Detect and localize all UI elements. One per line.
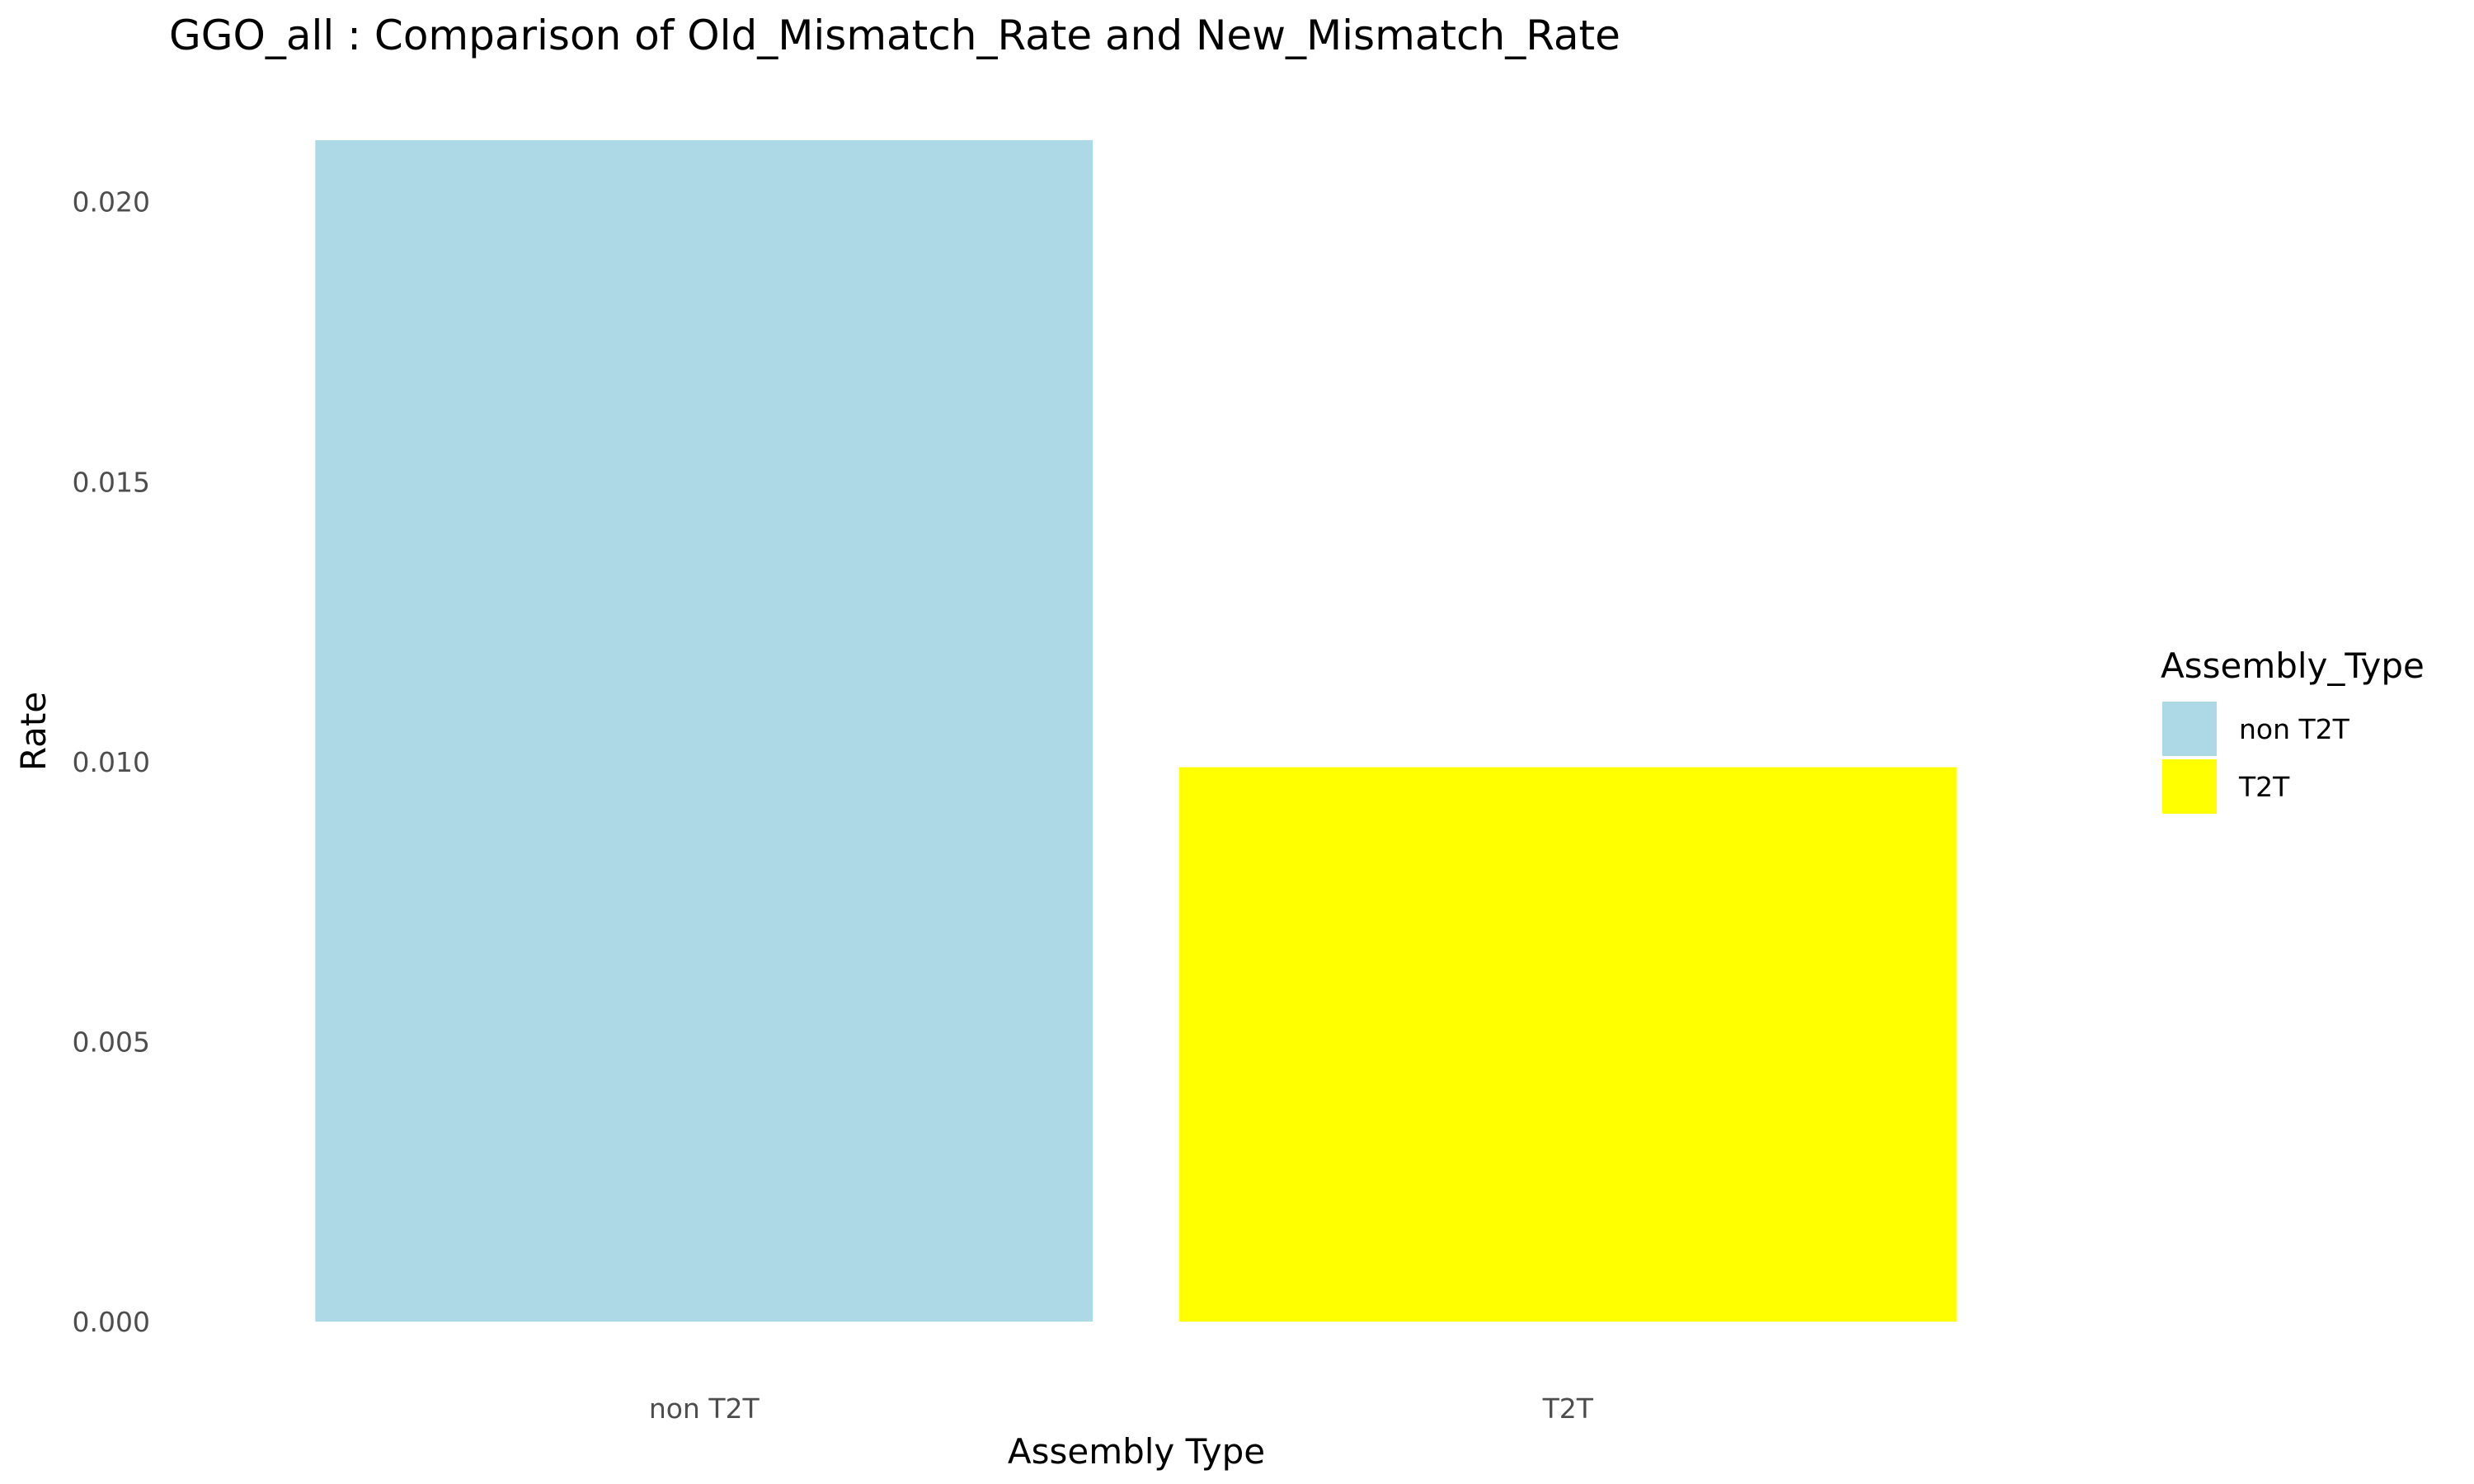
y-tick-label: 0.015 [73, 466, 150, 498]
x-axis-ticks: non T2T T2T [649, 1392, 1594, 1425]
y-axis-title: Rate [13, 692, 54, 771]
y-tick-label: 0.010 [73, 746, 150, 778]
legend-swatch [2162, 759, 2217, 814]
y-tick-label: 0.020 [73, 186, 150, 218]
legend-title: Assembly_Type [2161, 646, 2425, 686]
bar-non-t2t [315, 140, 1094, 1322]
legend-entries: non T2T T2T [2162, 702, 2350, 814]
x-tick-label: T2T [1542, 1392, 1594, 1425]
bar-t2t [1178, 767, 1957, 1322]
legend-swatch [2162, 702, 2217, 756]
legend-label: T2T [2238, 771, 2290, 803]
y-axis-ticks: 0.000 0.005 0.010 0.015 0.020 [73, 186, 150, 1338]
legend: Assembly_Type non T2T T2T [2161, 646, 2425, 814]
y-tick-label: 0.000 [73, 1306, 150, 1338]
legend-label: non T2T [2239, 713, 2350, 745]
x-axis-title: Assembly Type [1008, 1431, 1265, 1472]
chart-title: GGO_all : Comparison of Old_Mismatch_Rat… [169, 12, 1620, 59]
y-tick-label: 0.005 [73, 1026, 150, 1058]
bars [315, 140, 1957, 1322]
x-tick-label: non T2T [649, 1392, 760, 1425]
